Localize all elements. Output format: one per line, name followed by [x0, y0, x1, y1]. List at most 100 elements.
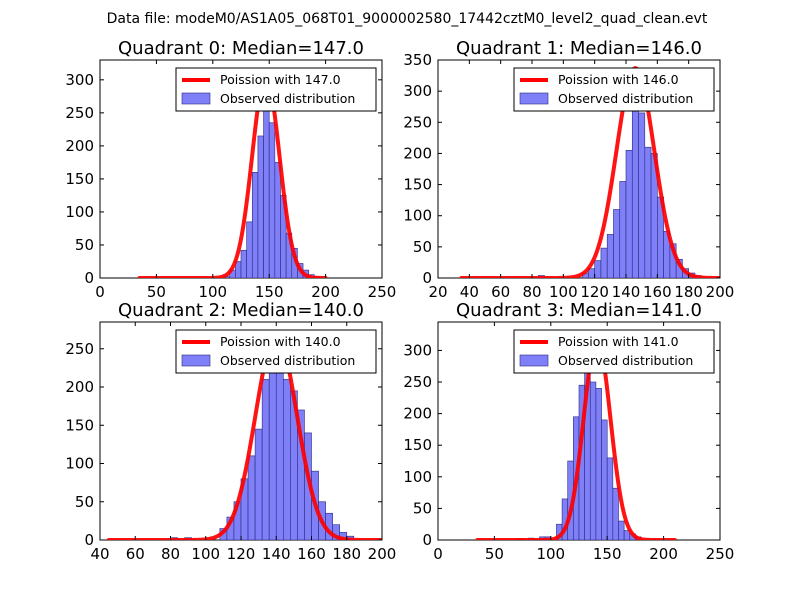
y-tick-label: 200 [403, 144, 432, 162]
x-tick-label: 250 [368, 283, 397, 301]
legend-bar-swatch [519, 92, 549, 105]
plot-area [475, 337, 677, 540]
y-tick-label: 0 [422, 269, 432, 287]
histogram-bar [625, 150, 633, 278]
histogram-bar [595, 388, 602, 540]
y-tick-label: 300 [403, 341, 432, 359]
y-tick-label: 100 [65, 203, 94, 221]
panel-title: Quadrant 1: Median=146.0 [456, 38, 702, 59]
histogram-bar [254, 428, 263, 540]
x-tick-label: 0 [95, 283, 105, 301]
panel-title: Quadrant 3: Median=141.0 [456, 300, 702, 321]
panel-title: Quadrant 2: Median=140.0 [118, 300, 364, 321]
legend-bar-swatch [519, 354, 549, 367]
y-tick-label: 150 [65, 170, 94, 188]
legend-bar-swatch [181, 354, 211, 367]
x-tick-label: 200 [311, 283, 340, 301]
y-tick-label: 250 [65, 340, 94, 358]
x-tick-label: 50 [147, 283, 166, 301]
y-tick-label: 0 [84, 531, 94, 549]
histogram-bar [257, 135, 264, 278]
x-tick-label: 80 [161, 545, 180, 563]
histogram-bar [618, 520, 625, 540]
legend: Poission with 140.0 Observed distribution [175, 329, 377, 374]
histogram-bar [268, 122, 276, 278]
x-tick-label: 140 [262, 545, 291, 563]
figure-suptitle: Data file: modeM0/AS1A05_068T01_90000025… [107, 11, 708, 27]
chart-panel-3: 0 50 100 150 200 250 0 50 100 150 200 250 300 Quadran… [403, 300, 734, 563]
histogram-bar [644, 146, 652, 278]
y-tick-label: 250 [403, 113, 432, 131]
chart-panel-1: 20 40 60 80 100 120 140 160 180 20005010015020025… [403, 38, 734, 301]
y-tick-label: 50 [75, 236, 94, 254]
legend-bar-swatch [181, 92, 211, 105]
y-tick-label: 50 [413, 238, 432, 256]
poisson-curve [137, 74, 328, 278]
y-tick-label: 250 [403, 373, 432, 391]
histogram-bar [251, 172, 259, 278]
histogram-bar [638, 112, 646, 278]
poisson-curve [106, 333, 382, 540]
y-tick-label: 300 [65, 71, 94, 89]
legend-line-label: Poission with 140.0 [220, 334, 341, 349]
histogram-bar [246, 221, 253, 278]
histogram-bar [600, 247, 608, 278]
x-tick-label: 180 [332, 545, 361, 563]
histogram-bar [606, 457, 614, 540]
legend-line-label: Poission with 147.0 [220, 72, 341, 87]
histogram-bar [612, 487, 619, 540]
y-tick-label: 100 [403, 468, 432, 486]
histogram-bar [631, 90, 639, 278]
poisson-curve [459, 66, 720, 278]
x-tick-label: 100 [191, 545, 220, 563]
y-tick-label: 50 [413, 499, 432, 517]
histogram-bar [282, 379, 291, 540]
x-tick-label: 140 [612, 283, 641, 301]
x-tick-label: 60 [126, 545, 145, 563]
x-tick-label: 200 [706, 283, 735, 301]
histogram-bar [247, 455, 256, 540]
x-tick-label: 100 [549, 283, 578, 301]
histogram-bar [268, 348, 277, 540]
legend-bars-label: Observed distribution [220, 91, 355, 106]
plot-area [459, 66, 720, 278]
y-tick-label: 100 [65, 455, 94, 473]
x-tick-label: 180 [674, 283, 703, 301]
y-tick-label: 200 [403, 405, 432, 423]
histogram-bar [261, 379, 270, 540]
legend-line-label: Poission with 141.0 [558, 334, 679, 349]
x-tick-label: 20 [428, 283, 447, 301]
x-tick-label: 100 [536, 545, 565, 563]
y-tick-label: 50 [75, 493, 94, 511]
legend-bars-label: Observed distribution [558, 91, 693, 106]
panel-title: Quadrant 0: Median=147.0 [118, 38, 364, 59]
x-tick-label: 80 [522, 283, 541, 301]
histogram-bar [274, 162, 281, 278]
plot-area [137, 74, 328, 278]
histogram-bar [613, 209, 621, 278]
x-tick-label: 60 [491, 283, 510, 301]
x-tick-label: 250 [706, 545, 735, 563]
x-tick-label: 160 [643, 283, 672, 301]
y-tick-label: 350 [403, 51, 432, 69]
y-tick-label: 100 [403, 207, 432, 225]
x-tick-label: 200 [368, 545, 397, 563]
histogram-bar [619, 181, 627, 278]
histogram-bar [594, 260, 602, 278]
y-tick-label: 200 [65, 137, 94, 155]
x-tick-label: 40 [460, 283, 479, 301]
panels-group: 0 50 100 150 200 250050100150200250300Quadran… [65, 38, 734, 563]
histogram-bar [240, 249, 247, 278]
y-tick-label: 300 [403, 82, 432, 100]
legend-bars-label: Observed distribution [558, 353, 693, 368]
histogram-bar [606, 234, 614, 278]
legend-bars-label: Observed distribution [220, 353, 355, 368]
legend: Poission with 141.0 Observed distribution [513, 329, 715, 374]
x-tick-label: 150 [593, 545, 622, 563]
histogram-bar [275, 363, 284, 540]
poisson-curve [475, 337, 677, 540]
y-tick-label: 250 [65, 104, 94, 122]
x-tick-label: 50 [485, 545, 504, 563]
legend-line-label: Poission with 146.0 [558, 72, 679, 87]
chart-panel-2: 40 60 80 100 120 140 160 180 200 0 50 100 150 200 250 Q… [65, 300, 396, 563]
